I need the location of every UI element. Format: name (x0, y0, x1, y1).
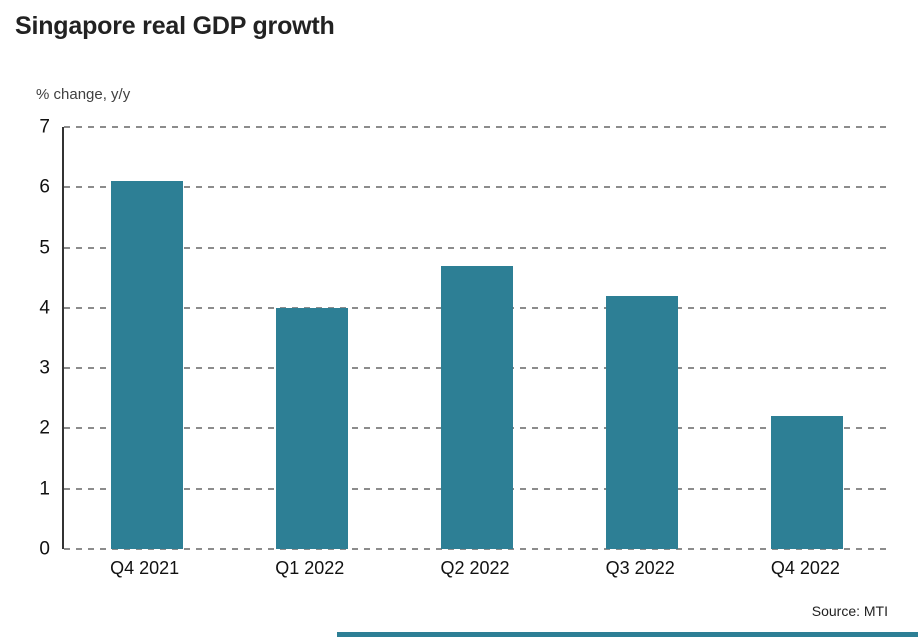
y-tick-label-7: 7 (39, 116, 50, 138)
y-axis-tick-labels: 0 1 2 3 4 5 6 7 (0, 118, 50, 559)
x-axis-tick-labels: Q4 2021 Q1 2022 Q2 2022 Q3 2022 Q4 2022 (62, 558, 888, 588)
y-tick-label-3: 3 (39, 357, 50, 379)
y-tick-label-2: 2 (39, 417, 50, 439)
bar-q2-2022 (441, 265, 513, 549)
bar-q4-2022 (771, 416, 844, 549)
x-tick-label-q3-2022: Q3 2022 (605, 558, 675, 578)
y-tick-label-0: 0 (39, 538, 50, 560)
x-tick-label-q4-2022: Q4 2022 (770, 558, 840, 578)
footer-accent-bar (337, 632, 918, 637)
gridline-y6 (64, 186, 890, 189)
gridline-y7 (64, 126, 890, 128)
bar-q1-2022 (275, 307, 348, 549)
plot-area (62, 126, 890, 550)
y-tick-label-6: 6 (39, 176, 50, 198)
bar-q4-2021 (110, 181, 183, 549)
gridline-y0 (64, 548, 890, 550)
y-tick-label-1: 1 (39, 478, 50, 500)
source-label: Source: MTI (811, 603, 888, 619)
y-tick-label-5: 5 (39, 237, 50, 259)
x-tick-label-q4-2021: Q4 2021 (110, 558, 180, 578)
gridline-y5 (64, 246, 890, 249)
y-tick-label-4: 4 (39, 297, 50, 319)
x-tick-label-q2-2022: Q2 2022 (440, 558, 510, 578)
chart-title: Singapore real GDP growth (15, 12, 335, 40)
bars-layer (64, 127, 890, 549)
x-tick-label-q1-2022: Q1 2022 (275, 558, 345, 578)
bar-q3-2022 (606, 295, 679, 549)
y-axis-unit-label: % change, y/y (36, 86, 131, 103)
